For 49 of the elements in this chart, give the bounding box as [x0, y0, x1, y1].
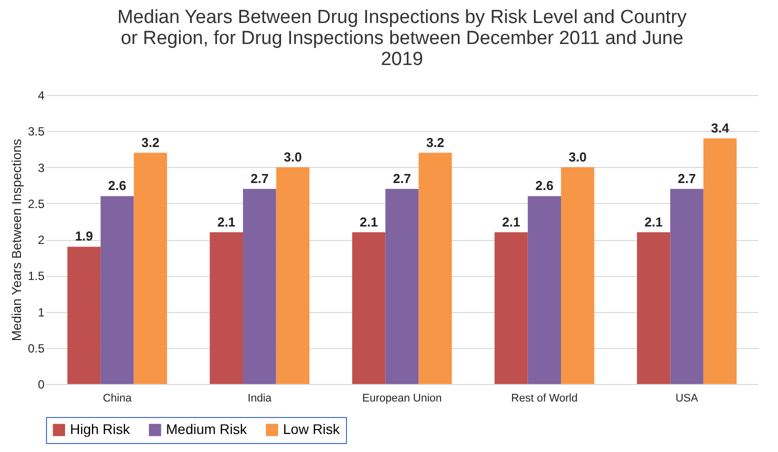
legend-label: High Risk: [70, 421, 131, 437]
data-label: 1.9: [74, 228, 94, 244]
y-tick-label: 1.5: [28, 269, 45, 284]
legend-label: Medium Risk: [166, 421, 248, 437]
data-label: 3.0: [284, 149, 302, 164]
bar: [352, 232, 386, 384]
y-tick-label: 0: [38, 378, 45, 392]
bar: [528, 196, 562, 384]
y-tick-label: 1: [38, 305, 45, 320]
data-label: 3.2: [141, 134, 160, 150]
x-tick-label: Rest of World: [511, 392, 578, 404]
x-tick-label: USA: [675, 392, 699, 404]
data-label: 3.0: [568, 149, 587, 164]
data-label: 2.1: [217, 214, 236, 230]
y-tick-label: 4: [38, 88, 45, 102]
y-tick-label: 2: [38, 233, 45, 247]
data-label: 2.6: [108, 178, 126, 194]
x-tick-label: China: [102, 392, 132, 404]
x-tick-label: India: [248, 392, 272, 404]
bar: [100, 196, 134, 384]
x-tick-label: European Union: [362, 392, 442, 404]
bar: [636, 232, 670, 384]
data-label: 3.4: [710, 120, 730, 136]
y-tick-label: 3.5: [28, 124, 45, 139]
legend-label: Low Risk: [283, 421, 341, 437]
data-label: 2.1: [502, 214, 520, 230]
bar: [561, 167, 594, 384]
bar: [418, 152, 452, 384]
data-label: 2.7: [250, 170, 269, 186]
y-tick-label: 0.5: [28, 341, 45, 356]
bar: [134, 152, 168, 384]
bar: [385, 188, 419, 384]
bar: [494, 232, 528, 384]
data-label: 2.6: [535, 178, 554, 194]
bar: [703, 138, 737, 384]
bar: [67, 246, 101, 384]
bar: [276, 167, 310, 384]
data-label: 2.7: [392, 170, 412, 186]
bar: [210, 232, 243, 384]
y-tick-label: 2.5: [28, 196, 45, 211]
chart-title: Median Years Between Drug Inspections by Risk Level and Country or Region, for Drug Inspections between December 2011 and June 2019: [117, 7, 688, 70]
data-label: 2.1: [360, 214, 378, 230]
y-axis-title: Median Years Between Inspections: [8, 138, 24, 342]
bar: [670, 188, 704, 384]
data-label: 2.7: [678, 170, 696, 186]
bar: [242, 188, 276, 384]
y-tick-label: 3: [38, 160, 45, 175]
data-label: 3.2: [426, 134, 444, 150]
data-label: 2.1: [644, 214, 663, 230]
